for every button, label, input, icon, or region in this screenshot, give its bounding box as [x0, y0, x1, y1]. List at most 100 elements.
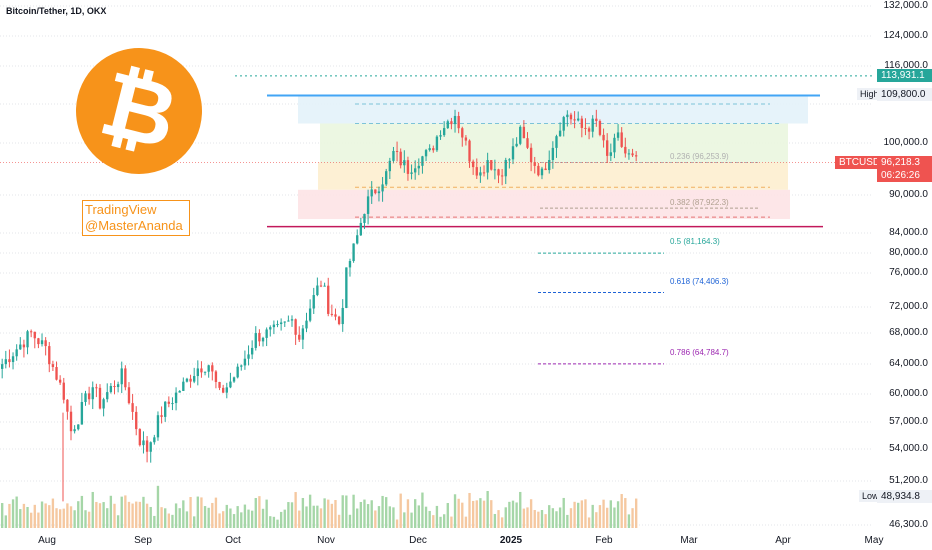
volume-bar — [135, 501, 138, 528]
high-label: High — [857, 88, 882, 101]
volume-bar — [410, 512, 413, 528]
candle-body — [558, 130, 562, 137]
volume-bar — [58, 509, 62, 528]
candle-body — [323, 285, 326, 287]
candle-body — [73, 429, 76, 432]
fib-level-label: 0.618 (74,406.3) — [670, 276, 729, 286]
volume-bar — [555, 511, 558, 528]
candle-body — [606, 140, 609, 156]
candle-body — [250, 347, 254, 355]
volume-bar — [580, 500, 584, 528]
candle-body — [377, 191, 381, 194]
candle-body — [58, 379, 62, 383]
candle-body — [468, 140, 471, 162]
candle-body — [522, 126, 526, 139]
candle-body — [164, 401, 167, 417]
x-tick-label: May — [864, 535, 884, 546]
candle-body — [44, 340, 47, 347]
volume-bar — [435, 505, 439, 528]
candle-body — [442, 128, 446, 136]
candle-body — [196, 368, 199, 377]
volume-bar — [479, 498, 482, 528]
volume-bar — [620, 494, 623, 528]
candle-body — [461, 128, 464, 138]
y-tick-label: 51,200.0 — [889, 475, 928, 486]
candle-body — [240, 365, 243, 367]
candle-body — [84, 393, 87, 402]
candle-body — [1, 364, 4, 369]
candle-body — [265, 329, 268, 338]
candle-body — [348, 261, 352, 268]
candle-body — [276, 324, 279, 326]
volume-bar — [348, 514, 352, 528]
candle-body — [471, 161, 475, 168]
volume-bar — [218, 513, 221, 528]
volume-bar — [406, 499, 410, 528]
x-tick-label: Aug — [38, 535, 56, 546]
fib-level-label: 0.382 (87,922.3) — [670, 198, 729, 208]
volume-bar — [493, 513, 497, 528]
volume-bar — [508, 501, 511, 528]
candle-body — [294, 319, 297, 335]
fib-zone-blue — [298, 95, 808, 124]
candle-body — [269, 327, 272, 330]
candle-body — [613, 137, 616, 153]
candle-body — [562, 117, 565, 131]
candle-body — [29, 331, 33, 333]
candle-body — [153, 437, 156, 443]
candle-body — [138, 429, 142, 446]
candle-body — [508, 159, 511, 161]
volume-bar — [153, 515, 156, 528]
candle-body — [540, 168, 544, 176]
candle-body — [479, 172, 482, 176]
volume-bar — [544, 514, 547, 528]
candle-body — [580, 118, 584, 128]
candle-body — [113, 386, 116, 388]
candle-body — [424, 150, 428, 157]
volume-bar — [566, 514, 569, 528]
candle-body — [69, 411, 73, 432]
candle-body — [19, 344, 22, 350]
volume-bar — [327, 499, 330, 528]
candle-body — [511, 146, 515, 160]
volume-bar — [211, 502, 214, 528]
volume-bar — [258, 496, 261, 528]
volume-bar — [80, 495, 84, 528]
candle-body — [374, 189, 377, 194]
y-tick-label: 84,000.0 — [889, 227, 928, 238]
candle-body — [620, 132, 623, 147]
volume-bar — [457, 498, 460, 528]
candle-body — [51, 364, 55, 368]
candle-body — [171, 403, 174, 405]
volume-bar — [591, 504, 594, 528]
volume-bar — [290, 502, 294, 528]
candle-body — [290, 319, 294, 321]
candle-body — [279, 322, 283, 325]
candle-body — [4, 359, 7, 365]
fib-level-label: 0.786 (64,784.7) — [670, 347, 729, 357]
candle-body — [403, 160, 406, 166]
volume-bar — [529, 499, 533, 528]
volume-bar — [392, 507, 395, 528]
volume-bar — [84, 510, 87, 528]
volume-bar — [131, 503, 134, 528]
candle-body — [345, 267, 348, 308]
volume-bar — [475, 500, 478, 528]
volume-bar — [500, 517, 504, 528]
candle-body — [48, 346, 51, 365]
volume-bar — [537, 511, 540, 528]
volume-bar — [417, 505, 420, 528]
volume-bar — [414, 499, 417, 528]
volume-bar — [540, 510, 544, 528]
volume-bar — [164, 508, 167, 528]
volume-bar — [44, 503, 47, 528]
y-tick-label: 80,000.0 — [889, 247, 928, 258]
candle-body — [566, 114, 569, 118]
candle-body — [381, 184, 384, 192]
candle-body — [624, 146, 627, 154]
volume-bar — [124, 495, 127, 528]
volume-bar — [388, 506, 392, 528]
x-tick-label: Sep — [134, 535, 152, 546]
candle-body — [598, 121, 602, 135]
